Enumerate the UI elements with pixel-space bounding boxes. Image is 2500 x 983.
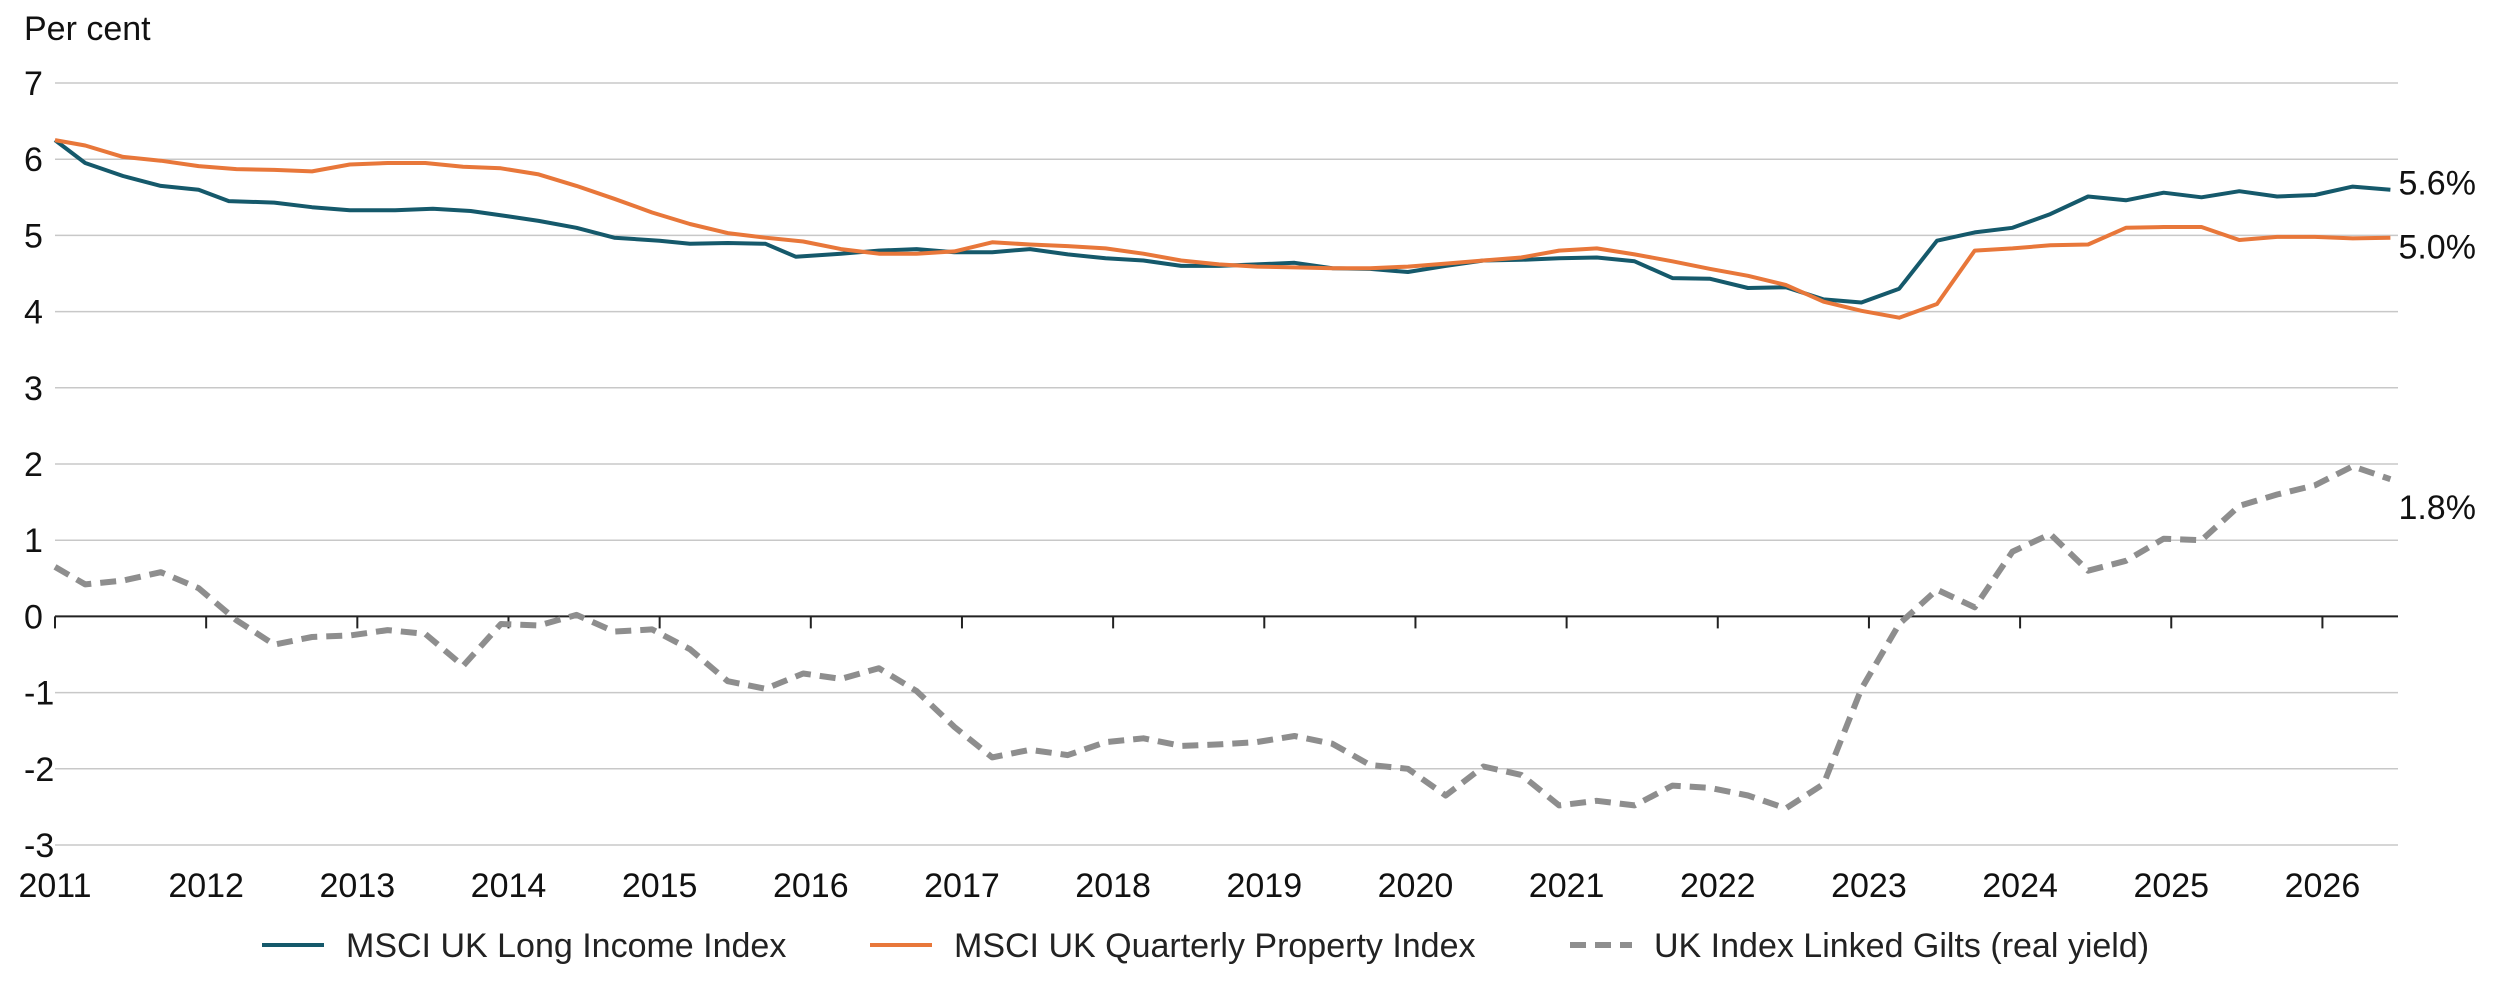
x-tick-label: 2018 [1075, 867, 1151, 905]
x-tick-labels: 2011 2012 2013 2014 2015 2016 2017 2018 2019 2020… [18, 616, 2360, 905]
x-tick-label: 2014 [471, 867, 547, 905]
gridlines [55, 82, 2398, 846]
end-value-labels: 5.6% 5.0% 1.8% [2398, 165, 2476, 528]
y-tick-label: 2 [24, 446, 43, 484]
series-lines [53, 138, 2392, 812]
x-tick-label: 2015 [622, 867, 698, 905]
x-tick-label: 2019 [1226, 867, 1302, 905]
legend-label-3: UK Index Linked Gilts (real yield) [1654, 927, 2149, 965]
series-line-3 [53, 463, 2392, 812]
x-tick-label: 2022 [1680, 867, 1756, 905]
series-line-2 [54, 138, 2391, 320]
legend-label-2: MSCI UK Quarterly Property Index [954, 927, 1476, 965]
y-tick-label: 0 [24, 598, 43, 636]
x-tick-label: 2011 [18, 867, 91, 905]
x-tick-label: 2025 [2133, 867, 2209, 905]
end-label-1: 5.6% [2398, 165, 2476, 203]
x-tick-label: 2016 [773, 867, 849, 905]
x-tick-label: 2017 [924, 867, 1000, 905]
x-tick-label: 2021 [1529, 867, 1605, 905]
y-tick-label: -3 [24, 827, 54, 865]
y-tick-label: 1 [24, 522, 43, 560]
y-tick-label: 6 [24, 141, 43, 179]
y-tick-label: 3 [24, 370, 43, 408]
y-tick-label: 7 [24, 65, 43, 103]
legend-label-1: MSCI UK Long Income Index [346, 927, 786, 965]
y-tick-label: -1 [24, 675, 54, 713]
y-axis-title: Per cent [24, 10, 151, 48]
x-tick-label: 2012 [168, 867, 244, 905]
y-tick-label: -2 [24, 751, 54, 789]
y-tick-label: 4 [24, 294, 43, 332]
x-tick-label: 2013 [320, 867, 396, 905]
x-tick-label: 2020 [1378, 867, 1454, 905]
y-tick-labels: 7 6 5 4 3 2 1 0 -1 -2 -3 [24, 65, 54, 865]
legend: MSCI UK Long Income Index MSCI UK Quarter… [262, 927, 2149, 965]
y-tick-label: 5 [24, 217, 43, 255]
x-tick-label: 2024 [1982, 867, 2058, 905]
end-label-3: 1.8% [2398, 489, 2476, 527]
x-tick-label: 2023 [1831, 867, 1907, 905]
end-label-2: 5.0% [2398, 229, 2476, 267]
x-tick-label: 2026 [2285, 867, 2361, 905]
